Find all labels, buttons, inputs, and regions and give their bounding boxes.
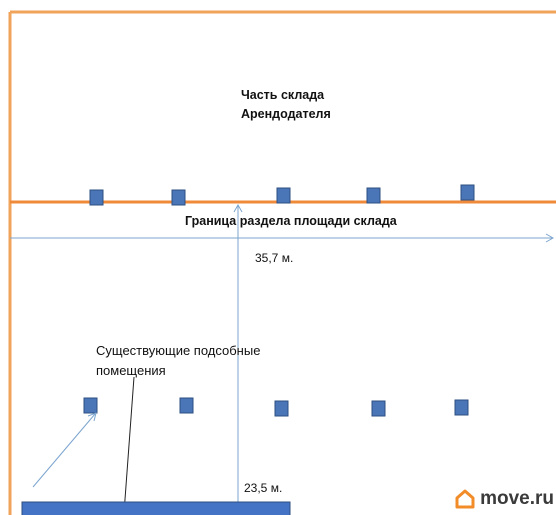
width-dimension-label: 35,7 м. (255, 251, 294, 265)
auxiliary-rooms-block (21, 501, 291, 515)
boundary-label: Граница раздела площади склада (185, 214, 397, 228)
column (460, 184, 475, 201)
existing-rooms-label: Существующие подсобные помещения (96, 343, 261, 378)
depth-dimension-label: 23,5 м. (244, 481, 283, 495)
landlord-part-label-line2: Арендодателя (241, 107, 331, 121)
depth-dimension-arrowhead (233, 203, 243, 213)
column (171, 189, 186, 206)
house-icon (455, 489, 475, 509)
column (179, 397, 194, 414)
column (83, 397, 98, 414)
watermark-logo: move.ru (454, 486, 554, 512)
column (276, 187, 291, 204)
column (274, 400, 289, 417)
width-dimension-arrowhead (545, 233, 555, 243)
landlord-part-label-line1: Часть склада (241, 88, 325, 102)
column (454, 399, 469, 416)
watermark-text: move.ru (480, 488, 554, 509)
pointer-arrowhead (87, 412, 97, 422)
pointer-arrow-to-column (32, 413, 96, 488)
column (371, 400, 386, 417)
column (366, 187, 381, 204)
column (89, 189, 104, 206)
pointer-arrow-to-room (123, 376, 135, 514)
